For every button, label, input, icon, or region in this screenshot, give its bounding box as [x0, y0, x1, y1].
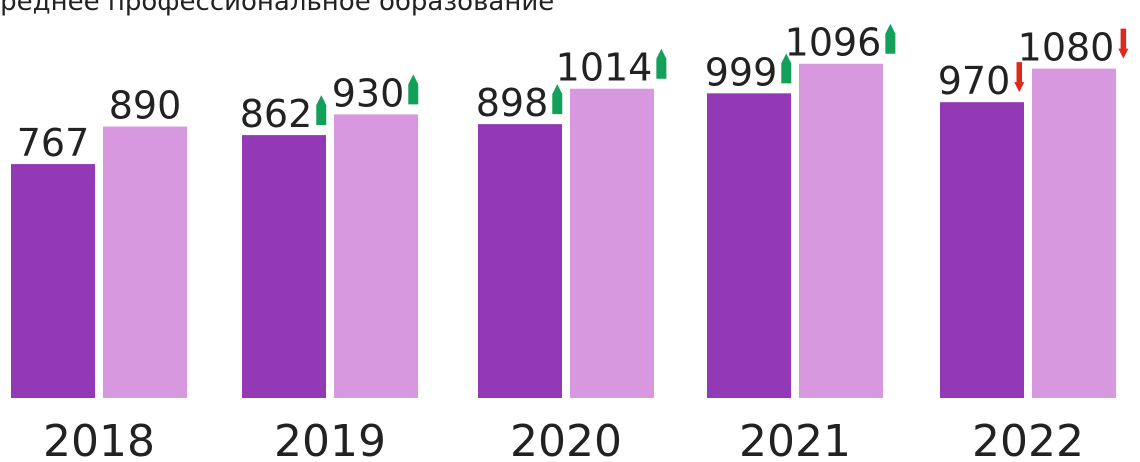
value-label: 999 — [705, 50, 778, 94]
x-tick-label: 2020 — [510, 416, 622, 462]
trend-arrow — [656, 48, 667, 79]
bar — [11, 164, 95, 398]
value-label-group: 767 — [17, 121, 90, 165]
value-label: 1096 — [785, 21, 882, 65]
value-label: 970 — [938, 59, 1011, 103]
trend-arrow — [1118, 28, 1129, 59]
value-label: 767 — [17, 121, 90, 165]
value-label-group: 898 — [476, 81, 563, 125]
value-label-group: 970 — [938, 59, 1025, 103]
trend-arrow — [552, 84, 563, 115]
value-label-group: 1096 — [785, 21, 896, 65]
trend-arrow — [781, 53, 792, 84]
bar — [478, 124, 562, 399]
x-tick-label: 2021 — [739, 416, 851, 462]
chart-title: Среднее профессиональное образование — [0, 0, 554, 17]
bar — [334, 114, 418, 399]
x-tick-label: 2019 — [274, 416, 386, 462]
value-label-group: 930 — [332, 71, 419, 115]
x-tick-label: 2018 — [43, 416, 155, 462]
value-label-group: 1014 — [556, 46, 667, 90]
trend-arrow — [316, 95, 327, 126]
value-label-group: 999 — [705, 50, 792, 94]
value-label: 1014 — [556, 46, 653, 90]
bar — [799, 63, 883, 398]
value-label: 1080 — [1018, 26, 1115, 70]
trend-arrow — [1014, 62, 1025, 93]
bar — [707, 93, 791, 399]
value-label-group: 890 — [109, 84, 182, 128]
value-label: 890 — [109, 84, 182, 128]
bar — [1032, 68, 1116, 398]
value-label: 898 — [476, 81, 549, 125]
bar — [103, 126, 187, 398]
bar — [940, 102, 1024, 398]
value-label: 930 — [332, 71, 405, 115]
value-label-group: 1080 — [1018, 26, 1129, 70]
trend-arrow — [885, 23, 896, 54]
bar — [570, 88, 654, 399]
value-label-group: 862 — [240, 92, 327, 136]
value-label: 862 — [240, 92, 313, 136]
trend-arrow — [408, 74, 419, 105]
x-tick-label: 2022 — [972, 416, 1084, 462]
bar — [242, 135, 326, 398]
